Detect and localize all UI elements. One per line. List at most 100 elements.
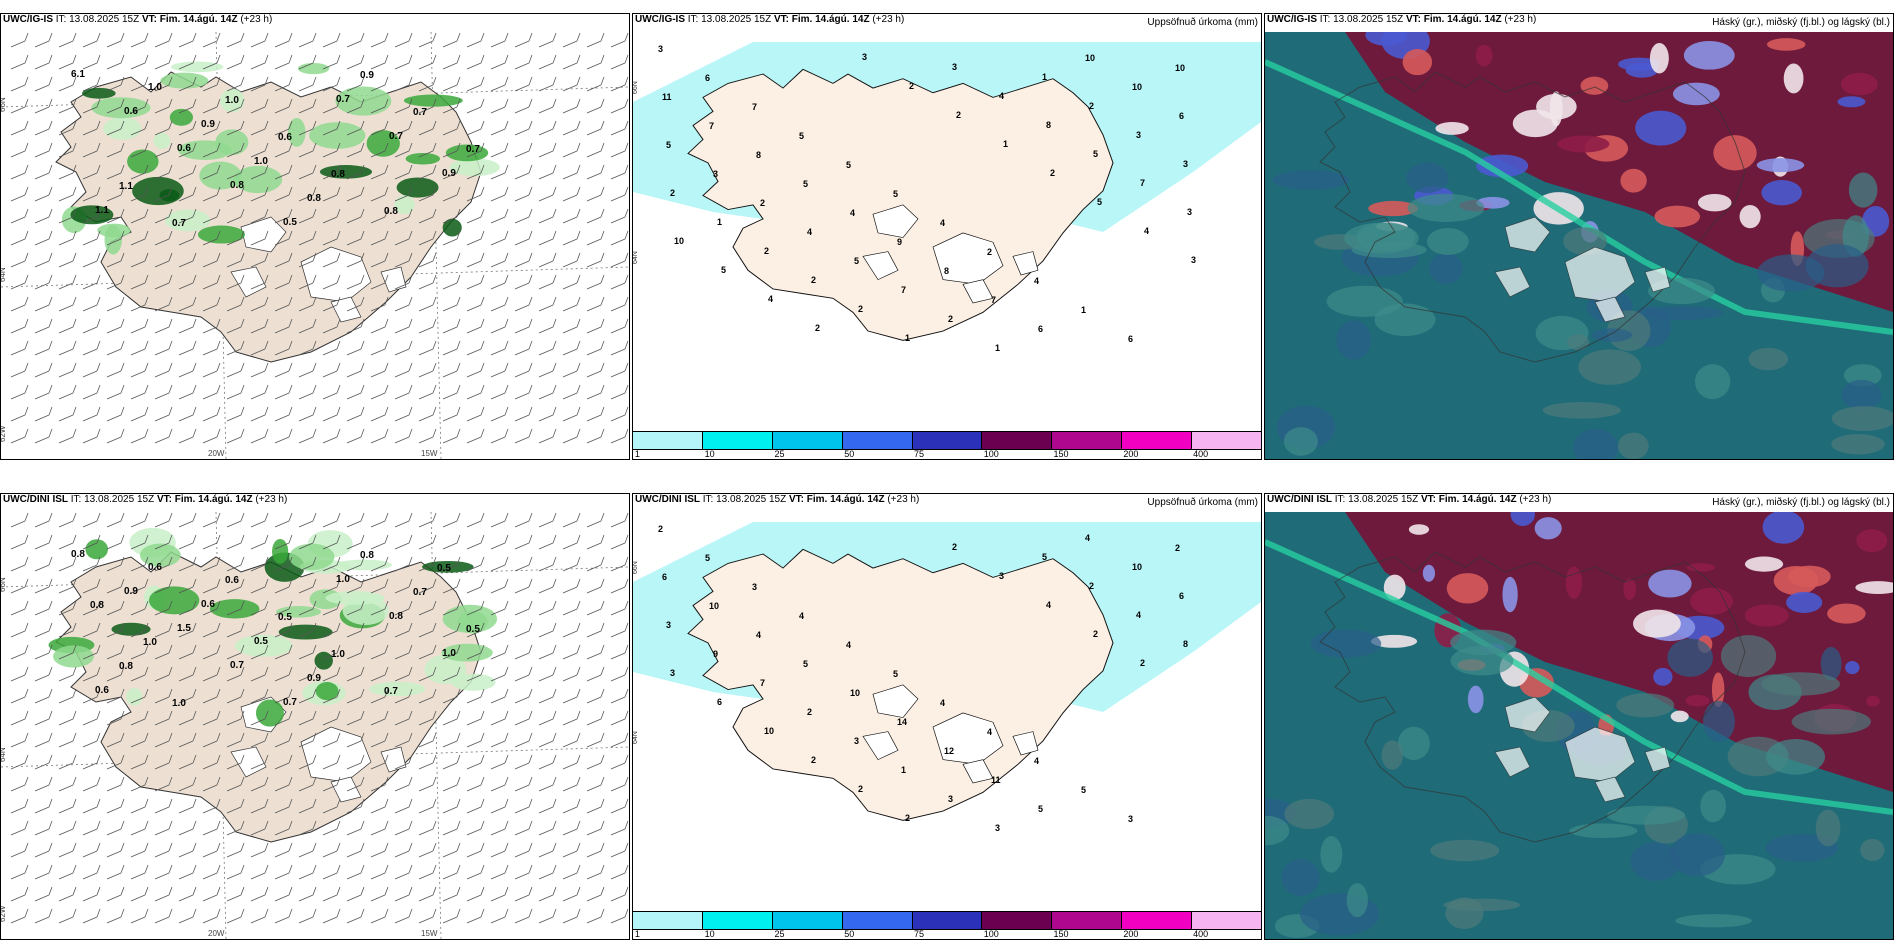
colorbar-label: 25 (774, 929, 785, 939)
precip-value: 5 (1097, 197, 1102, 207)
lat-label: 62W (1, 905, 7, 922)
precip-value: 1 (905, 333, 910, 343)
precip-value: 2 (948, 314, 953, 324)
precip-value: 5 (1042, 552, 1047, 562)
precip-value: 6 (1179, 111, 1184, 121)
precip-value: 5 (854, 256, 859, 266)
glacier (230, 746, 267, 778)
precip-value: 4 (1136, 610, 1141, 620)
colorbar-label: 150 (1053, 929, 1069, 939)
glacier (1504, 696, 1551, 733)
precip-value: 10 (850, 688, 860, 698)
colorbar-label: 100 (983, 929, 999, 939)
precip-value: 2 (905, 813, 910, 823)
glacier (1594, 296, 1626, 323)
precip-value: 0.6 (124, 106, 138, 117)
precip-value: 0.6 (278, 132, 292, 143)
glacier (1564, 726, 1636, 783)
low-cloud (1272, 162, 1893, 459)
panel-title: Uppsöfnuð úrkoma (mm) (1147, 497, 1258, 508)
precip-value: 0.7 (230, 660, 244, 671)
precip-value: 4 (987, 727, 992, 737)
map-area[interactable]: 2 5 3 4 4 5 4 4 4 5 3 2 6 10 4 5 10 14 12 11 5 4 10 6 3 9 7 2 3 1 3 3 5 2… (633, 512, 1261, 911)
iceland-land (1319, 551, 1746, 843)
precip-value: 2 (815, 323, 820, 333)
precip-value: 0.8 (384, 206, 398, 217)
glacier (300, 726, 372, 783)
lon-label: 15W (421, 929, 438, 938)
glacier (1504, 216, 1551, 253)
lat-label: 64N (633, 731, 639, 744)
map-area[interactable] (1265, 512, 1893, 939)
map-area[interactable]: 3 6 7 5 5 5 4 2 4 1 6 10 11 7 8 5 4 9 8 7 6 10 10 6 5 3 2 4 5 7 2 1 1 2 3 3… (633, 32, 1261, 431)
precip-value: 0.7 (283, 697, 297, 708)
precip-value: 10 (709, 601, 719, 611)
colorbar-label: 400 (1193, 929, 1209, 939)
precip-value: 3 (952, 62, 957, 72)
precip-value: 5 (799, 131, 804, 141)
precip-value: 5 (846, 160, 851, 170)
panel-title: Háský (gr.), miðský (fj.bl.) og lágský (… (1712, 17, 1890, 28)
precip-value: 0.9 (442, 168, 456, 179)
precip-value: 0.6 (201, 599, 215, 610)
coordinate-labels: 66N 64N (633, 561, 639, 744)
precip-value: 2 (956, 110, 961, 120)
precip-value: 1 (1081, 305, 1086, 315)
precip-value: 8 (1183, 639, 1188, 649)
precip-value: 5 (893, 189, 898, 199)
precip-value: 10 (764, 726, 774, 736)
glacier (1012, 251, 1039, 276)
map-area[interactable]: 0.8 0.9 1.5 0.7 0.7 1.0 0.8 1.0 0.6 0.6 0.6 0.5 0.9 0… (1, 512, 629, 939)
iceland-land (687, 548, 1114, 821)
lat-label: 66N (633, 561, 639, 574)
precip-value: 10 (1175, 63, 1185, 73)
colorbar-swatch (842, 432, 913, 449)
glacier (962, 279, 994, 304)
colorbar-label: 1 (634, 449, 640, 459)
precip-value: 3 (854, 736, 859, 746)
panel-dini-accum-precip: UWC/DINI ISL IT: 13.08.2025 15Z VT: Fim.… (632, 493, 1262, 940)
colorbar-swatch (702, 912, 773, 929)
precip-value: 1.1 (95, 205, 109, 216)
precip-value: 2 (1050, 168, 1055, 178)
precip-value: 4 (1046, 600, 1051, 610)
precip-value: 4 (799, 611, 804, 621)
precip-value: 1.0 (225, 95, 239, 106)
precip-value: 5 (803, 659, 808, 669)
colorbar-swatch (1122, 912, 1193, 929)
coordinate-labels: 66N 64N 62W 20W 15W (1, 97, 438, 458)
precip-value: 6 (1179, 591, 1184, 601)
panel-header: UWC/DINI ISL IT: 13.08.2025 15Z VT: Fim.… (3, 494, 288, 505)
colorbar-swatch (912, 912, 983, 929)
glacier (1644, 746, 1671, 773)
precip-values: 3675554241610117854987610106532457211233… (658, 44, 1196, 353)
precip-value: 3 (1183, 159, 1188, 169)
precip-value: 3 (999, 571, 1004, 581)
colorbar-swatch (702, 432, 773, 449)
glacier (300, 246, 372, 303)
colorbar-swatch (633, 912, 703, 929)
precip-value: 4 (1034, 276, 1039, 286)
cloud-layers (1345, 512, 1893, 792)
glacier (962, 759, 994, 784)
map-area[interactable] (1265, 32, 1893, 459)
panel-ig-is-clouds: UWC/IG-IS IT: 13.08.2025 15Z VT: Fim. 14… (1264, 13, 1894, 460)
precip-value: 0.8 (230, 180, 244, 191)
precip-value: 1.0 (336, 574, 350, 585)
precip-value: 2 (760, 198, 765, 208)
map-area[interactable]: 6.1 0.6 0.6 0.8 0.5 0.7 0.7 0.9 1.1 1.0 0.9 1.0 0.8 0… (1, 32, 629, 459)
precip-values: 6.1 0.6 0.6 0.8 0.5 0.7 0.7 0.9 1.1 1.0 0.9 1.0 0.8 0… (71, 69, 480, 229)
coordinate-labels: 66N 64N (633, 81, 639, 264)
precip-value: 4 (940, 698, 945, 708)
glacier (1494, 746, 1531, 778)
iceland-land (687, 68, 1114, 341)
precip-value: 3 (995, 823, 1000, 833)
glacier (230, 266, 267, 298)
precip-value: 2 (658, 524, 663, 534)
cloud-edge (1265, 539, 1893, 815)
precip-value: 2 (764, 246, 769, 256)
precip-value: 1.1 (119, 181, 133, 192)
colorbar-labels: 1 10 25 50 75 100 150 200 400 (633, 449, 1261, 459)
colorbar-swatch (633, 432, 703, 449)
panel-ig-is-precip-wind: UWC/IG-IS IT: 13.08.2025 15Z VT: Fim. 14… (0, 13, 630, 460)
